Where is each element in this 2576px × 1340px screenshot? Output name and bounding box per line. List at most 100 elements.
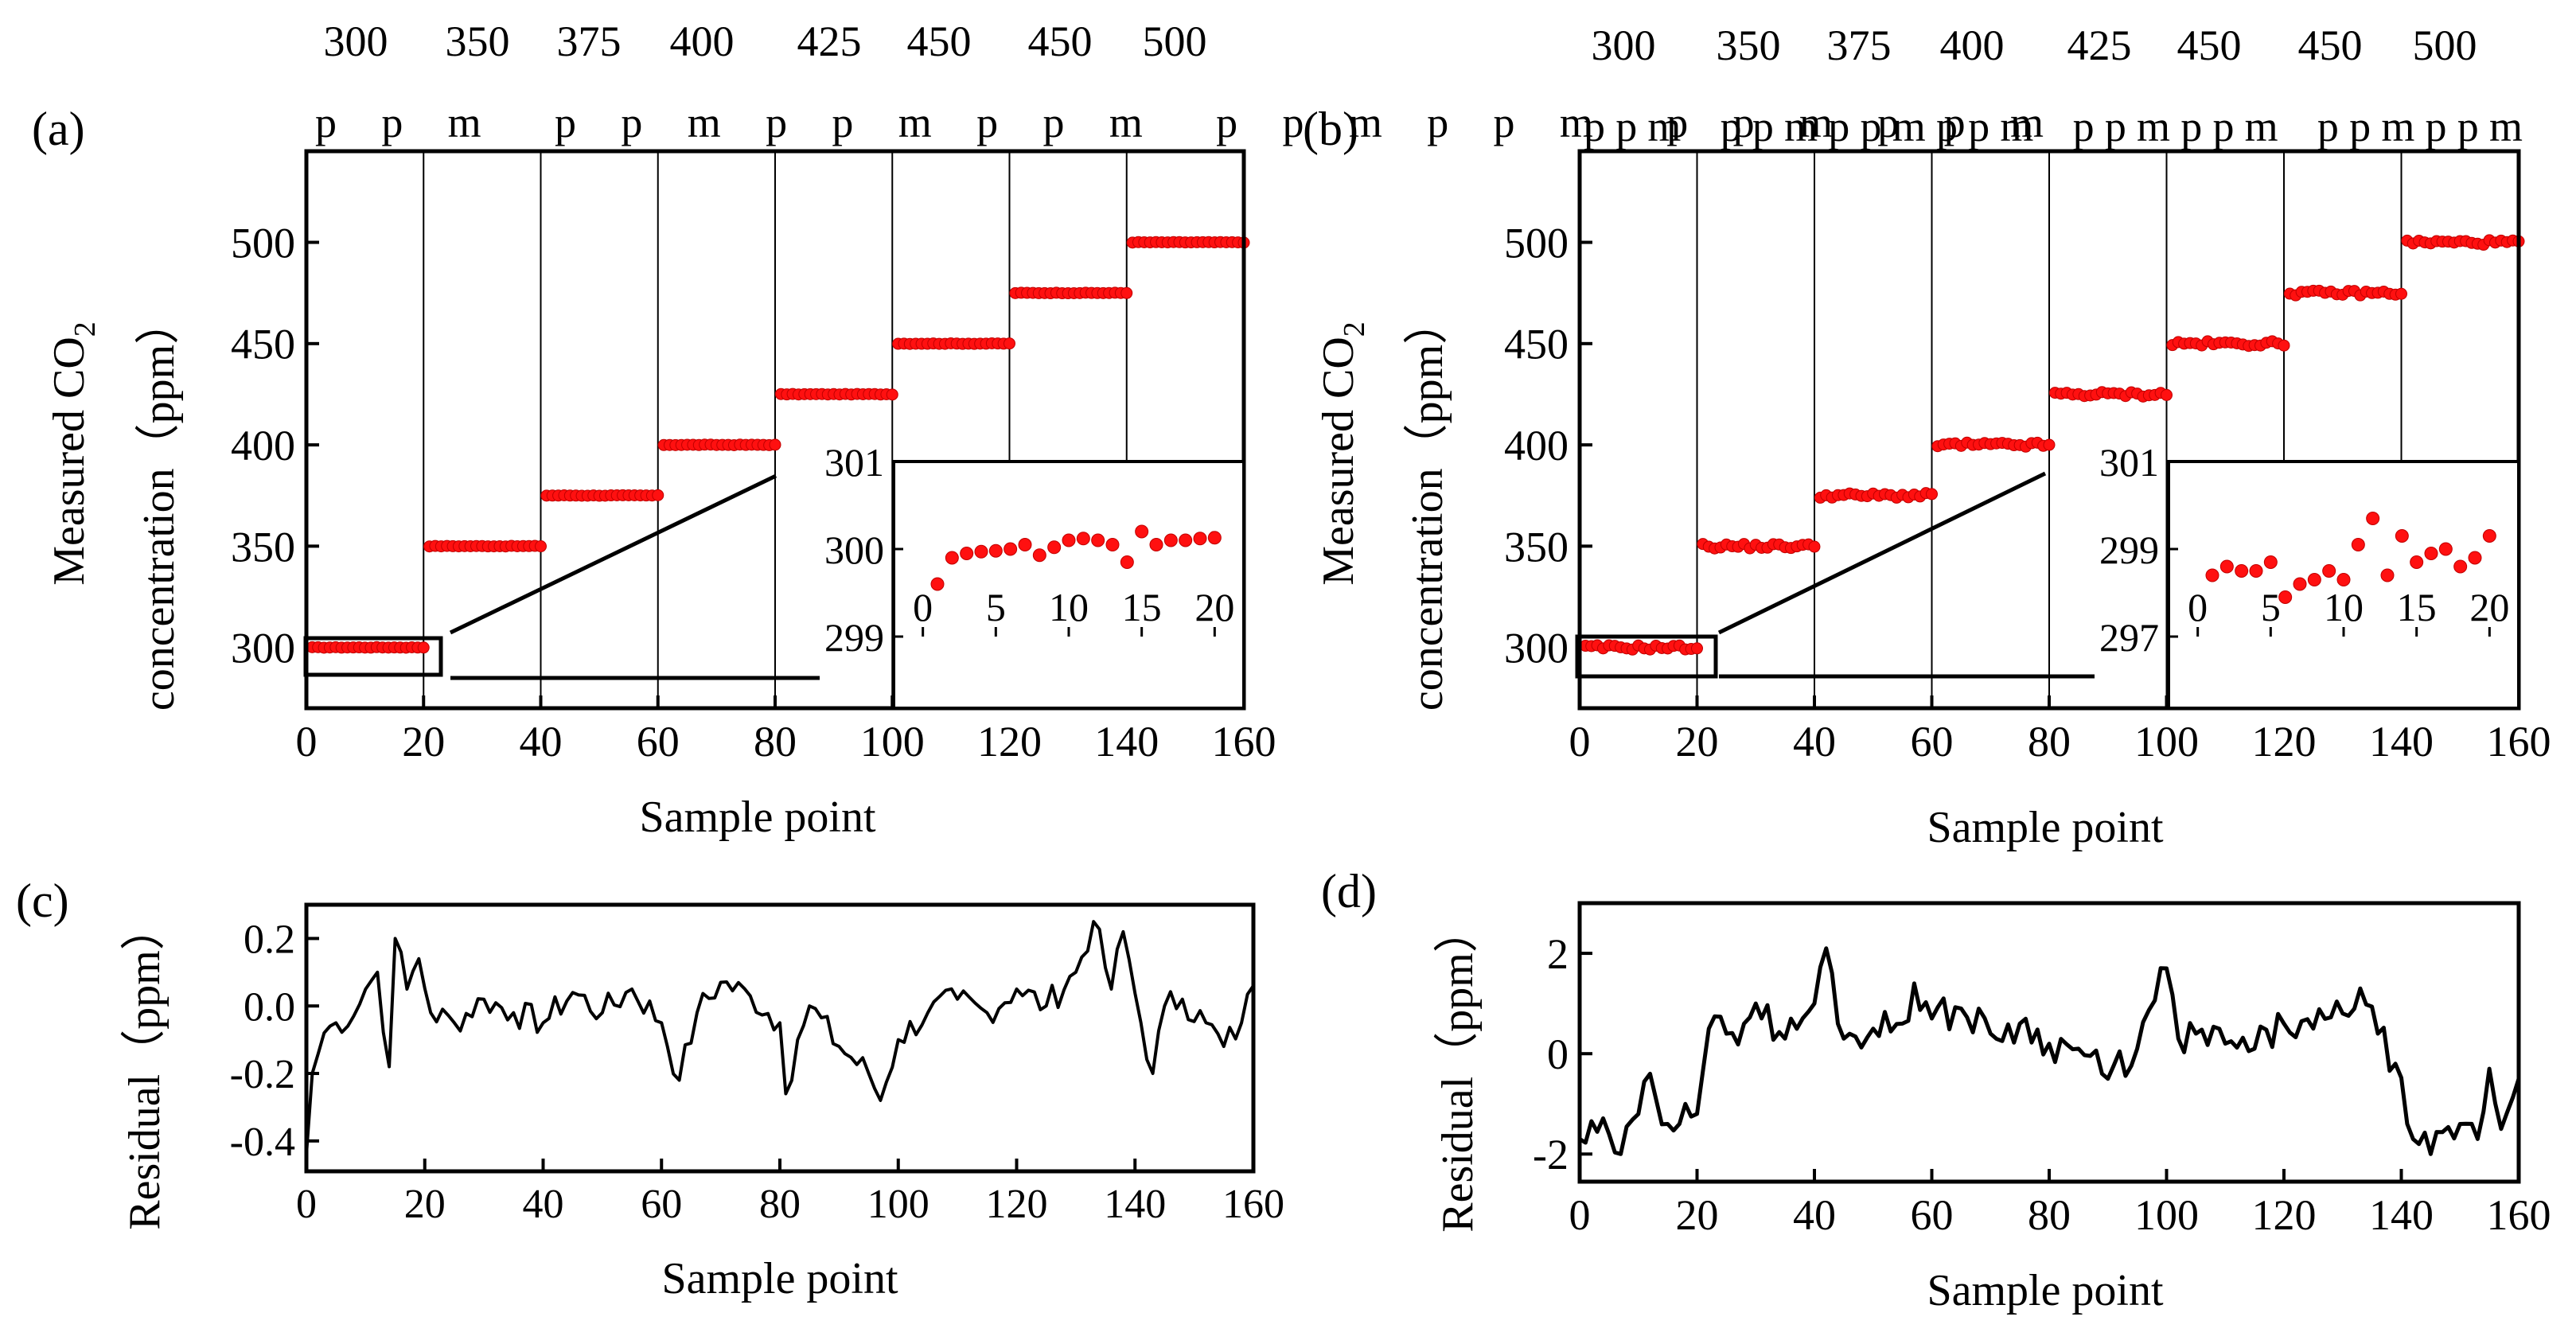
y-axis-label-d: Residual（ppm）: [1433, 908, 1483, 1233]
inset-data-point: [974, 544, 988, 559]
segment-value-label: 450: [1028, 18, 1093, 65]
y-tick-label: 300: [231, 625, 295, 672]
x-tick-label: 0: [296, 1182, 317, 1227]
zoom-box: [1575, 634, 1718, 679]
inset-x-tick-label: 20: [2469, 585, 2509, 629]
plot-frame-c: [304, 902, 1256, 1174]
segment-unit-label: ppm: [1584, 103, 1681, 150]
inset-x-tick-label: 10: [2324, 585, 2364, 629]
panel-a: (a) 300 350 375 400 425 450 450 500 ppm p…: [32, 18, 2044, 842]
inset-y-tick-label: 301: [2099, 440, 2159, 485]
x-tick-label: 0: [296, 718, 318, 765]
inset-data-point: [2219, 559, 2234, 574]
inset-data-point: [1105, 538, 1120, 551]
y-tick-label: 400: [1504, 422, 1569, 469]
segment-value-label: 425: [2067, 21, 2132, 69]
y-tick-label: 300: [1504, 625, 1569, 672]
inset-data-point: [2293, 577, 2307, 591]
y-axis-label-a-line2: concentration（ppm）: [134, 300, 184, 711]
x-tick-label: 120: [986, 1182, 1048, 1227]
inset-data-point: [1004, 542, 1018, 556]
x-tick-label: 0: [1569, 718, 1591, 765]
inset-data-point: [2205, 568, 2219, 582]
inset-background: [894, 462, 1244, 708]
y-tick-label: 450: [231, 321, 295, 368]
data-points-b: [1579, 234, 2525, 656]
panel-label-d: (d): [1321, 865, 1377, 917]
data-point: [1691, 642, 1703, 655]
data-point: [2043, 438, 2056, 451]
inset-data-point: [2278, 590, 2293, 604]
segment-unit-label: ppm: [976, 99, 1143, 146]
y-axis-label-a-line1: Measured CO2: [45, 321, 102, 586]
inset-ticks-b: 0 5 10 15 20 297 299 301: [2099, 440, 2509, 660]
y-axis-label-subscript: 2: [1338, 321, 1371, 337]
y-tick-label: 350: [1504, 523, 1569, 571]
data-point: [535, 540, 547, 553]
plot-frame-a: [304, 149, 1246, 711]
x-tick-label: 100: [2134, 1191, 2199, 1239]
segment-value-label: 375: [557, 18, 622, 65]
x-tick-label: 40: [520, 718, 563, 765]
panel-d: (d) Residual（ppm） Sample point 0 20 40 60 80…: [1321, 865, 2551, 1315]
inset-data-point: [1149, 538, 1163, 551]
inset-data-point: [2468, 551, 2482, 565]
x-tick-label: 60: [637, 718, 680, 765]
x-tick-label: 160: [2487, 1191, 2551, 1239]
x-axis-label-d: Sample point: [1927, 1266, 2164, 1315]
inset-data-point: [1032, 548, 1046, 563]
segment-separators-b: [1696, 151, 2403, 708]
segment-unit-label: ppm: [2317, 103, 2414, 150]
inset-x-tick-label: 20: [1194, 585, 1234, 629]
x-tick-label: 140: [2369, 1191, 2434, 1239]
y-axis-label-text: Measured CO: [1314, 337, 1363, 586]
x-tick-label: 160: [1212, 718, 1276, 765]
inset-data-point: [2249, 564, 2263, 578]
inset-data-point: [945, 551, 959, 565]
inset-b: 0 5 10 15 20 297 299 301: [2099, 440, 2520, 710]
plot-frame-d: [1577, 901, 2521, 1184]
ticks-d: 0 20 40 60 80 100 120 140 160-202: [1533, 930, 2551, 1239]
x-tick-label: 60: [641, 1182, 682, 1227]
x-tick-label: 80: [759, 1182, 801, 1227]
x-tick-label: 0: [1569, 1191, 1591, 1239]
inset-x-tick-label: 0: [2188, 585, 2208, 629]
x-tick-label: 80: [2028, 718, 2071, 765]
inset-points-b: [2205, 512, 2496, 604]
inset-data-point: [988, 543, 1003, 558]
inset-x-tick-label: 15: [1122, 585, 1162, 629]
x-axis-label-b: Sample point: [1927, 803, 2164, 852]
segment-unit-label: ppm: [315, 99, 481, 146]
x-axis-label-c: Sample point: [661, 1254, 898, 1303]
x-tick-label: 100: [867, 1182, 929, 1227]
segment-unit-label: ppm: [555, 99, 721, 146]
x-tick-label: 140: [1094, 718, 1159, 765]
inset-data-point: [1179, 533, 1193, 547]
data-point: [1808, 540, 1821, 553]
x-tick-label: 80: [754, 718, 797, 765]
data-point: [1926, 488, 1938, 501]
residual-line-c: [305, 920, 1255, 1155]
segment-value-label: 425: [797, 18, 862, 65]
segment-labels-b: 300 350 375 400 425 450 450 500 ppm ppm pp…: [1584, 21, 2523, 150]
inset-data-point: [1062, 533, 1076, 547]
inset-x-tick-label: 5: [986, 585, 1006, 629]
panel-label-c: (c): [16, 875, 69, 927]
x-tick-label: 20: [1676, 718, 1719, 765]
data-point: [2161, 388, 2173, 401]
inset-data-point: [2424, 547, 2438, 560]
inset-data-point: [1076, 532, 1090, 546]
x-tick-label: 40: [523, 1182, 564, 1227]
segment-value-label: 500: [2413, 21, 2477, 69]
y-tick-label: 400: [231, 422, 295, 469]
y-tick-label: 2: [1547, 930, 1569, 978]
inset-data-point: [2263, 555, 2278, 569]
segment-unit-label: ppm: [2180, 103, 2278, 150]
segment-unit-label: ppm: [1721, 103, 1818, 150]
panel-b: (b) 300 350 375 400 425 450 450 500 ppm p…: [1303, 21, 2551, 852]
data-point: [2395, 287, 2407, 300]
x-tick-label: 40: [1793, 1191, 1836, 1239]
segment-value-label: 450: [907, 18, 972, 65]
